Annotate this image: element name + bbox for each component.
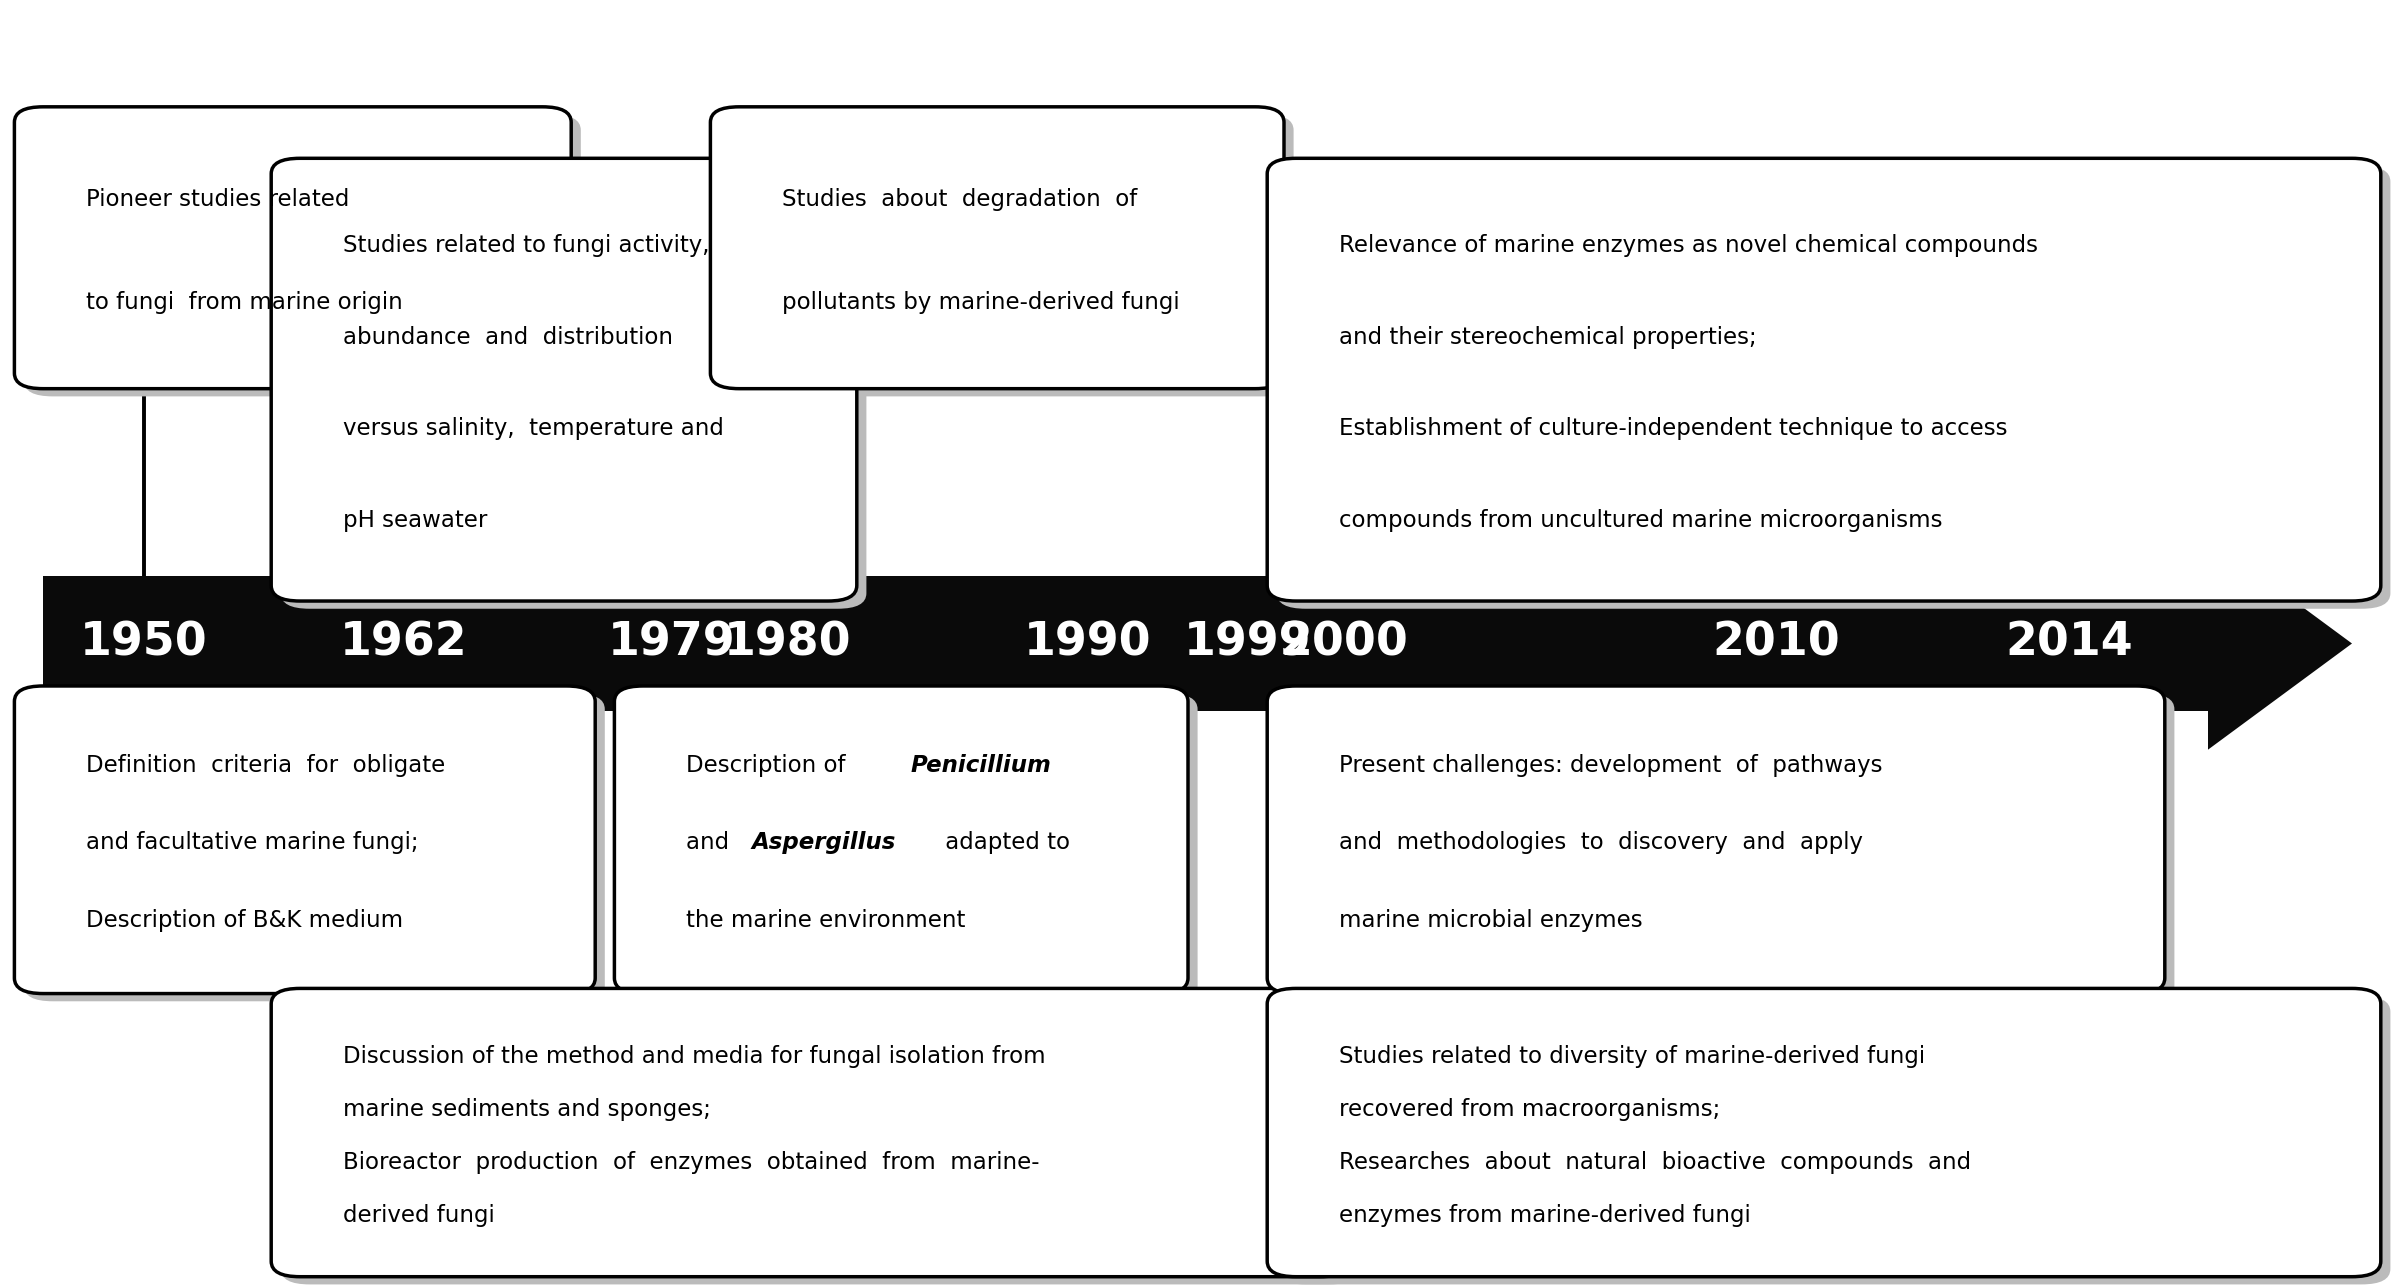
Text: the marine environment: the marine environment	[686, 909, 965, 932]
FancyBboxPatch shape	[624, 694, 1198, 1001]
Text: pollutants by marine-derived fungi: pollutants by marine-derived fungi	[782, 291, 1181, 314]
Text: Bioreactor  production  of  enzymes  obtained  from  marine-: Bioreactor production of enzymes obtaine…	[343, 1151, 1039, 1174]
Text: Establishment of culture-independent technique to access: Establishment of culture-independent tec…	[1339, 417, 2009, 440]
Text: pH seawater: pH seawater	[343, 508, 487, 532]
Text: Aspergillus: Aspergillus	[751, 831, 895, 855]
Text: 1990: 1990	[1022, 622, 1152, 665]
Text: abundance  and  distribution: abundance and distribution	[343, 326, 672, 349]
Polygon shape	[2208, 538, 2352, 749]
Text: derived fungi: derived fungi	[343, 1203, 494, 1227]
Text: Relevance of marine enzymes as novel chemical compounds: Relevance of marine enzymes as novel che…	[1339, 234, 2038, 257]
FancyBboxPatch shape	[614, 686, 1188, 994]
FancyBboxPatch shape	[271, 158, 857, 601]
Text: Penicillium: Penicillium	[912, 754, 1051, 777]
Text: and: and	[686, 831, 737, 855]
FancyBboxPatch shape	[720, 115, 1294, 396]
Text: Description of: Description of	[686, 754, 862, 777]
Text: Discussion of the method and media for fungal isolation from: Discussion of the method and media for f…	[343, 1045, 1046, 1068]
FancyBboxPatch shape	[43, 577, 2208, 710]
FancyBboxPatch shape	[1277, 996, 2390, 1284]
FancyBboxPatch shape	[281, 996, 1358, 1284]
FancyBboxPatch shape	[710, 107, 1284, 389]
Text: recovered from macroorganisms;: recovered from macroorganisms;	[1339, 1098, 1721, 1121]
Text: 2010: 2010	[1711, 622, 1841, 665]
FancyBboxPatch shape	[1267, 988, 2381, 1277]
Text: Definition  criteria  for  obligate: Definition criteria for obligate	[86, 754, 446, 777]
Text: Studies related to diversity of marine-derived fungi: Studies related to diversity of marine-d…	[1339, 1045, 1925, 1068]
Text: and facultative marine fungi;: and facultative marine fungi;	[86, 831, 420, 855]
Text: Studies related to fungi activity,: Studies related to fungi activity,	[343, 234, 710, 257]
Text: Present challenges: development  of  pathways: Present challenges: development of pathw…	[1339, 754, 1882, 777]
Text: 1999: 1999	[1183, 622, 1313, 665]
Text: and their stereochemical properties;: and their stereochemical properties;	[1339, 326, 1757, 349]
FancyBboxPatch shape	[24, 115, 581, 396]
Text: Studies  about  degradation  of: Studies about degradation of	[782, 188, 1138, 211]
Text: 1979: 1979	[607, 622, 737, 665]
FancyBboxPatch shape	[14, 107, 571, 389]
Text: Pioneer studies related: Pioneer studies related	[86, 188, 350, 211]
FancyBboxPatch shape	[271, 988, 1349, 1277]
Text: compounds from uncultured marine microorganisms: compounds from uncultured marine microor…	[1339, 508, 1942, 532]
Text: versus salinity,  temperature and: versus salinity, temperature and	[343, 417, 725, 440]
FancyBboxPatch shape	[281, 166, 866, 609]
Text: marine microbial enzymes: marine microbial enzymes	[1339, 909, 1644, 932]
FancyBboxPatch shape	[1267, 158, 2381, 601]
Text: Description of B&K medium: Description of B&K medium	[86, 909, 403, 932]
Text: 2014: 2014	[2004, 622, 2134, 665]
Text: and  methodologies  to  discovery  and  apply: and methodologies to discovery and apply	[1339, 831, 1862, 855]
Text: Researches  about  natural  bioactive  compounds  and: Researches about natural bioactive compo…	[1339, 1151, 1970, 1174]
FancyBboxPatch shape	[24, 694, 605, 1001]
Text: adapted to: adapted to	[938, 831, 1070, 855]
Text: 1962: 1962	[338, 622, 468, 665]
FancyBboxPatch shape	[1277, 694, 2174, 1001]
FancyBboxPatch shape	[1267, 686, 2165, 994]
FancyBboxPatch shape	[14, 686, 595, 994]
FancyBboxPatch shape	[1277, 166, 2390, 609]
Text: marine sediments and sponges;: marine sediments and sponges;	[343, 1098, 710, 1121]
Text: 2000: 2000	[1279, 622, 1409, 665]
Text: 1950: 1950	[79, 622, 209, 665]
Text: 1980: 1980	[722, 622, 852, 665]
Text: enzymes from marine-derived fungi: enzymes from marine-derived fungi	[1339, 1203, 1752, 1227]
Text: to fungi  from marine origin: to fungi from marine origin	[86, 291, 403, 314]
